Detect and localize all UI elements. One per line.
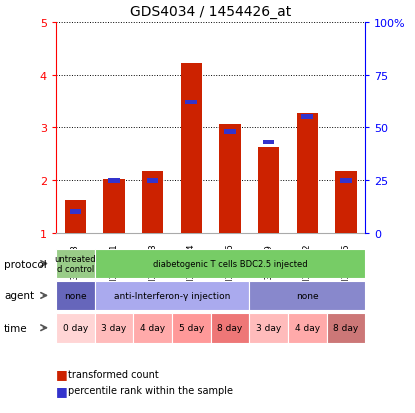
Text: 8 day: 8 day <box>217 323 242 332</box>
Bar <box>181 64 202 233</box>
Bar <box>249 281 365 311</box>
Text: agent: agent <box>4 291 34 301</box>
Bar <box>147 178 159 183</box>
Text: 4 day: 4 day <box>295 323 320 332</box>
Bar <box>172 313 210 343</box>
Text: untreated
d control: untreated d control <box>54 254 96 273</box>
Bar <box>65 201 86 233</box>
Text: ■: ■ <box>56 384 68 397</box>
Text: ■: ■ <box>56 367 68 380</box>
Bar <box>297 113 318 233</box>
Bar <box>327 313 365 343</box>
Bar <box>95 281 249 311</box>
Bar <box>95 249 365 279</box>
Bar <box>335 171 356 233</box>
Text: time: time <box>4 323 28 333</box>
Text: 0 day: 0 day <box>63 323 88 332</box>
Bar <box>142 171 163 233</box>
Text: anti-Interferon-γ injection: anti-Interferon-γ injection <box>114 291 230 300</box>
Text: 4 day: 4 day <box>140 323 165 332</box>
Bar <box>288 313 327 343</box>
Bar <box>340 178 352 183</box>
Bar <box>56 281 95 311</box>
Bar <box>95 313 133 343</box>
Text: diabetogenic T cells BDC2.5 injected: diabetogenic T cells BDC2.5 injected <box>153 259 307 268</box>
Text: percentile rank within the sample: percentile rank within the sample <box>68 385 234 395</box>
Text: protocol: protocol <box>4 259 47 269</box>
Text: none: none <box>64 291 87 300</box>
Bar <box>69 210 81 215</box>
Bar <box>301 115 313 120</box>
Bar <box>56 249 95 279</box>
Bar <box>56 313 95 343</box>
Title: GDS4034 / 1454426_at: GDS4034 / 1454426_at <box>130 5 291 19</box>
Bar <box>108 178 120 183</box>
Bar <box>224 130 236 135</box>
Bar <box>133 313 172 343</box>
Text: 3 day: 3 day <box>101 323 127 332</box>
Text: 5 day: 5 day <box>179 323 204 332</box>
Text: transformed count: transformed count <box>68 369 159 379</box>
Bar <box>258 147 279 233</box>
Text: 8 day: 8 day <box>333 323 359 332</box>
Bar <box>263 140 274 145</box>
Bar <box>219 125 241 233</box>
Bar <box>210 313 249 343</box>
Bar <box>186 100 197 105</box>
Text: none: none <box>296 291 319 300</box>
Text: 3 day: 3 day <box>256 323 281 332</box>
Bar <box>249 313 288 343</box>
Bar <box>103 180 124 233</box>
